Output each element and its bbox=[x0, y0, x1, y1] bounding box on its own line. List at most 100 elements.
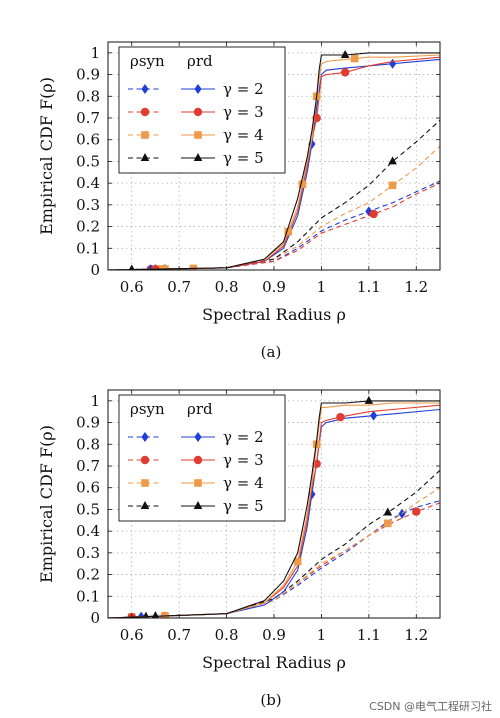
y-tick-label: 1 bbox=[90, 392, 100, 410]
series-4-point bbox=[308, 489, 316, 500]
series-6-point bbox=[298, 180, 307, 189]
legend-marker-syn bbox=[140, 153, 150, 161]
figure-caption: (b) bbox=[260, 691, 281, 709]
legend-label: γ = 5 bbox=[223, 149, 264, 167]
y-tick-label: 0.9 bbox=[76, 414, 100, 432]
x-tick-label: 1 bbox=[317, 278, 327, 296]
series-2-point bbox=[189, 264, 198, 270]
legend-marker-rd bbox=[193, 153, 203, 161]
series-6-point bbox=[161, 265, 169, 270]
series-line-6 bbox=[108, 402, 440, 618]
y-axis-label: Empirical CDF F(ρ) bbox=[37, 77, 56, 235]
series-6-point bbox=[350, 54, 359, 63]
y-tick-label: 0.3 bbox=[76, 544, 100, 562]
y-tick-label: 0.8 bbox=[76, 87, 100, 105]
x-tick-label: 1.1 bbox=[357, 626, 381, 644]
y-tick-label: 0.7 bbox=[76, 109, 100, 127]
series-0-point bbox=[365, 206, 373, 217]
x-tick-label: 1.2 bbox=[404, 626, 428, 644]
y-tick-label: 0.2 bbox=[76, 218, 100, 236]
legend-marker-syn bbox=[141, 84, 149, 94]
x-axis-label: Spectral Radius ρ bbox=[202, 305, 346, 324]
legend-label: γ = 3 bbox=[223, 103, 264, 121]
legend-label: γ = 4 bbox=[223, 126, 264, 144]
series-7-point bbox=[340, 50, 350, 59]
x-axis-label: Spectral Radius ρ bbox=[202, 653, 346, 672]
series-2-point bbox=[384, 519, 392, 528]
series-5-point bbox=[336, 412, 345, 422]
series-1-point bbox=[369, 209, 378, 219]
x-tick-label: 0.6 bbox=[120, 626, 144, 644]
y-tick-label: 0.2 bbox=[76, 566, 100, 584]
series-4-point bbox=[370, 410, 378, 421]
series-6-point bbox=[293, 557, 302, 566]
series-0-point bbox=[398, 508, 406, 519]
series-group bbox=[108, 50, 440, 270]
watermark: CSDN @电气工程研习社 bbox=[369, 699, 492, 713]
legend-marker-syn bbox=[141, 131, 149, 139]
series-1-point bbox=[412, 507, 421, 516]
x-tick-label: 0.6 bbox=[120, 278, 144, 296]
x-tick-label: 1.2 bbox=[404, 278, 428, 296]
legend-marker-syn bbox=[140, 107, 150, 117]
y-tick-label: 0.3 bbox=[76, 196, 100, 214]
x-tick-label: 0.8 bbox=[215, 278, 239, 296]
y-tick-label: 0.5 bbox=[76, 152, 100, 170]
series-7-point bbox=[364, 395, 374, 404]
legend-marker-rd bbox=[193, 501, 203, 509]
legend-marker-rd bbox=[193, 107, 203, 117]
series-group bbox=[108, 395, 440, 618]
y-tick-label: 0 bbox=[90, 261, 100, 279]
legend: ρsyn ρrd γ = 2 γ = 3 γ = 4 γ = 5 bbox=[118, 394, 286, 522]
series-5-point bbox=[340, 68, 350, 77]
legend-label: γ = 2 bbox=[223, 428, 264, 446]
series-7-point bbox=[151, 611, 160, 618]
x-tick-label: 1.1 bbox=[357, 278, 381, 296]
legend-marker-syn bbox=[141, 479, 149, 487]
y-tick-label: 0.5 bbox=[76, 500, 100, 518]
legend-marker-rd bbox=[194, 131, 202, 139]
y-tick-label: 1 bbox=[90, 44, 100, 62]
legend-marker-syn bbox=[140, 501, 150, 509]
y-tick-label: 0.4 bbox=[76, 522, 100, 540]
series-line-1 bbox=[108, 502, 440, 618]
legend-header-rd: ρrd bbox=[187, 52, 213, 70]
y-tick-label: 0.8 bbox=[76, 435, 100, 453]
x-tick-label: 0.7 bbox=[167, 626, 191, 644]
series-4-point bbox=[388, 58, 397, 69]
legend: ρsyn ρrd γ = 2 γ = 3 γ = 4 γ = 5 bbox=[118, 46, 286, 174]
legend-label: γ = 2 bbox=[223, 80, 264, 98]
series-2-point bbox=[388, 181, 397, 190]
series-2-point bbox=[156, 265, 164, 270]
legend-marker-rd bbox=[194, 84, 202, 94]
series-6-point bbox=[284, 227, 293, 236]
legend-marker-syn bbox=[141, 432, 149, 442]
y-tick-label: 0 bbox=[90, 609, 100, 627]
x-tick-label: 1 bbox=[317, 626, 327, 644]
legend-marker-syn bbox=[140, 455, 150, 465]
legend-label: γ = 5 bbox=[223, 497, 264, 515]
x-tick-label: 0.8 bbox=[215, 626, 239, 644]
legend-header-syn: ρsyn bbox=[130, 52, 165, 70]
legend-header-syn: ρsyn bbox=[130, 400, 165, 418]
series-line-0 bbox=[108, 180, 440, 270]
y-axis-label: Empirical CDF F(ρ) bbox=[37, 425, 56, 583]
x-tick-label: 0.7 bbox=[167, 278, 191, 296]
series-line-5 bbox=[108, 56, 440, 270]
legend-marker-rd bbox=[194, 479, 202, 487]
x-tick-label: 0.9 bbox=[262, 278, 286, 296]
y-tick-label: 0.1 bbox=[76, 239, 100, 257]
y-tick-label: 0.4 bbox=[76, 174, 100, 192]
y-tick-label: 0.9 bbox=[76, 66, 100, 84]
series-3-point bbox=[388, 156, 397, 165]
series-6-point bbox=[312, 440, 321, 449]
chart-a: 0.6 0.7 0.8 0.9 1 1.1 1.2 0 0.1 0.2 0.3 0.4 0.5 0.6 0.… bbox=[37, 41, 441, 361]
series-3-point bbox=[383, 507, 393, 516]
x-tick-label: 0.9 bbox=[262, 626, 286, 644]
y-tick-label: 0.6 bbox=[76, 479, 100, 497]
series-line-7 bbox=[108, 400, 440, 618]
series-4-point bbox=[308, 139, 316, 150]
y-tick-label: 0.1 bbox=[76, 587, 100, 605]
legend-marker-rd bbox=[194, 432, 202, 442]
